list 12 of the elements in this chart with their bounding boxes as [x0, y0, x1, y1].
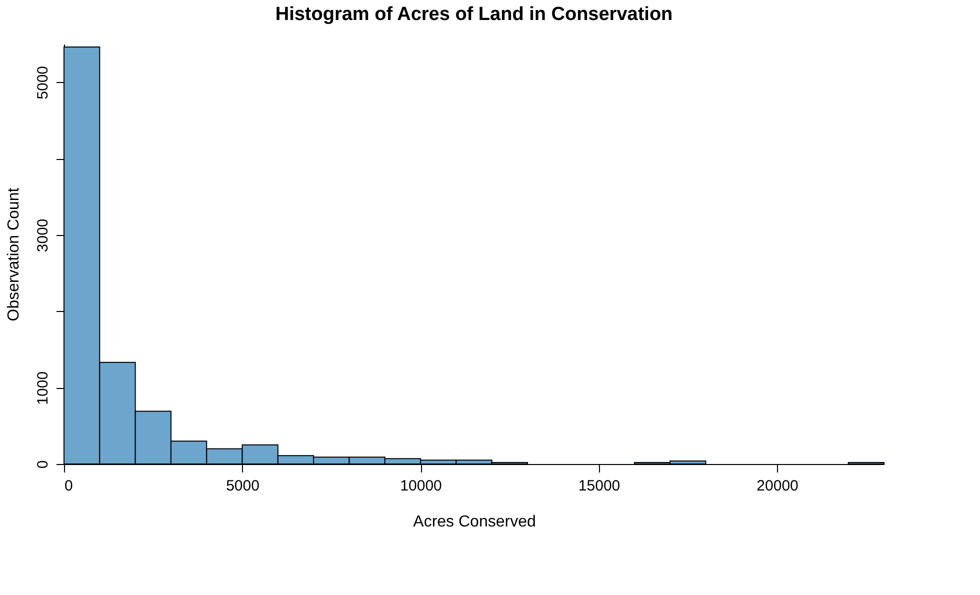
y-tick-label: 5000: [34, 66, 52, 100]
x-axis-title: Acres Conserved: [413, 514, 536, 530]
y-axis-title: Observation Count: [6, 187, 22, 322]
y-tick-label: 1000: [34, 371, 52, 405]
chart-title: Histogram of Acres of Land in Conservation: [275, 4, 673, 25]
x-tick-label: 5000: [226, 478, 260, 494]
y-tick-label: 3000: [34, 218, 52, 252]
x-tick-label: 0: [64, 478, 73, 494]
y-tick-label: 0: [34, 460, 52, 469]
x-tick-label: 15000: [578, 478, 620, 494]
x-tick-label: 20000: [756, 478, 798, 494]
x-tick-label: 10000: [400, 478, 442, 494]
